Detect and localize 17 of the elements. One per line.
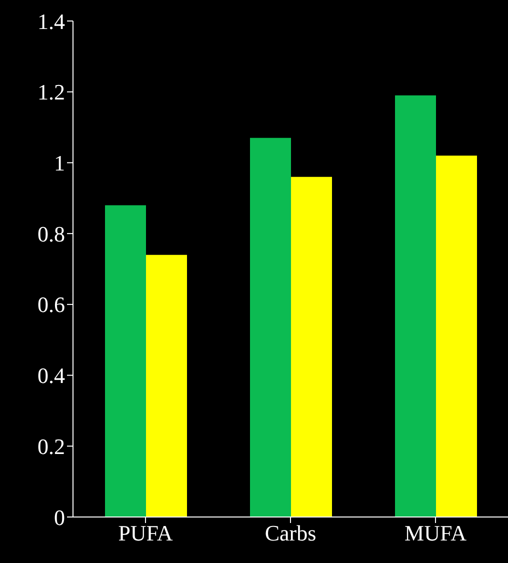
bar [291,176,332,517]
y-tick-label: 1.2 [38,80,65,105]
bar [436,156,477,517]
bar [250,138,291,517]
x-tick-label: MUFA [404,520,467,546]
bar [105,205,146,517]
y-tick-label: 1 [54,150,65,176]
y-tick-label: 0.2 [38,434,65,459]
x-tick-label: Carbs [264,520,316,546]
y-tick-label: 0.6 [38,292,65,318]
bar [395,95,436,517]
bar [146,254,187,517]
y-tick-label: 0.8 [38,221,65,246]
x-tick-label: PUFA [118,520,173,546]
y-tick-label: 0.4 [38,363,65,388]
y-tick-label: 1.4 [38,8,65,34]
y-tick-label: 0 [54,504,65,530]
